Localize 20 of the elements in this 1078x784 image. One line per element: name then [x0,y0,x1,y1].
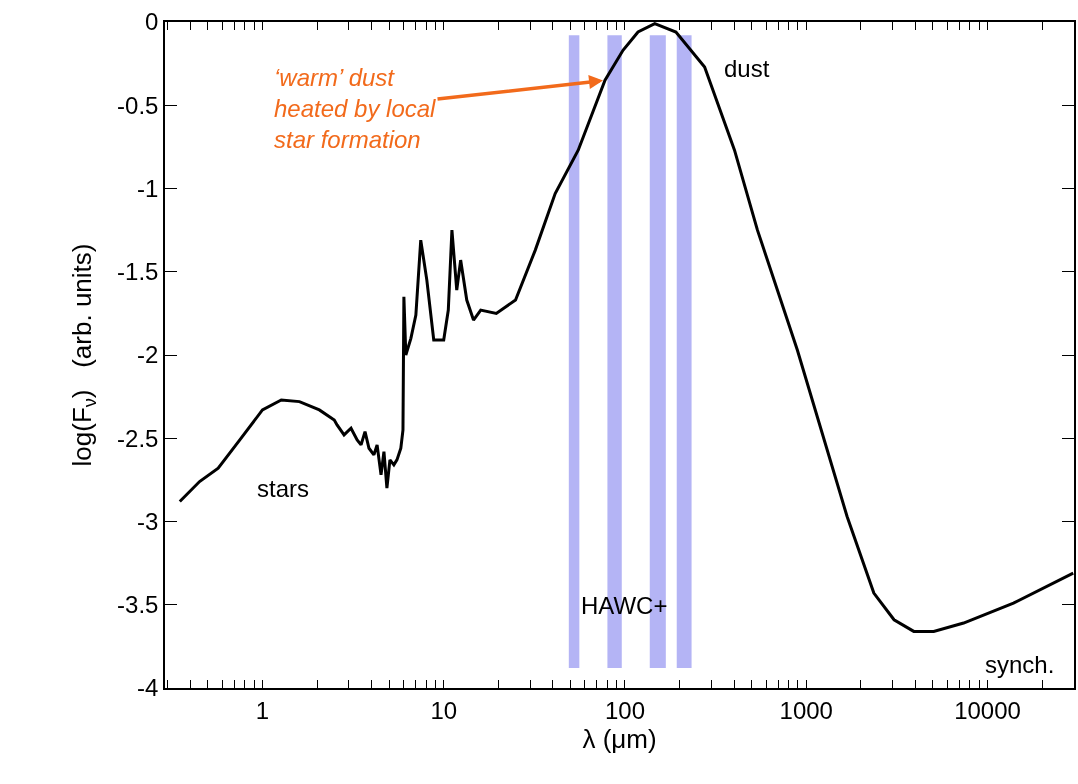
x-tick-label: 1000 [779,696,833,724]
y-tick-label: -3 [137,507,159,535]
x-tick-label: 10 [430,696,458,724]
y-tick-label: -4 [137,674,159,702]
annotation: dust [724,55,770,82]
y-tick-label: -2 [137,341,159,369]
y-tick-label: -1 [137,174,159,202]
annotation: ‘warm’ dust heated by local star formation [274,64,437,154]
y-tick-label: 0 [145,8,159,36]
y-tick-label: -0.5 [117,91,159,119]
y-tick-label: -3.5 [117,591,159,619]
x-axis-title: λ (μm) [582,723,657,754]
annotation: synch. [985,651,1055,678]
annotation: HAWC+ [581,592,668,619]
y-tick-label: -1.5 [117,258,159,286]
x-tick-label: 1 [255,696,270,724]
x-tick-label: 10000 [954,696,1021,724]
x-tick-label: 100 [604,696,645,724]
annotation: stars [257,475,310,502]
y-tick-label: -2.5 [117,424,159,452]
